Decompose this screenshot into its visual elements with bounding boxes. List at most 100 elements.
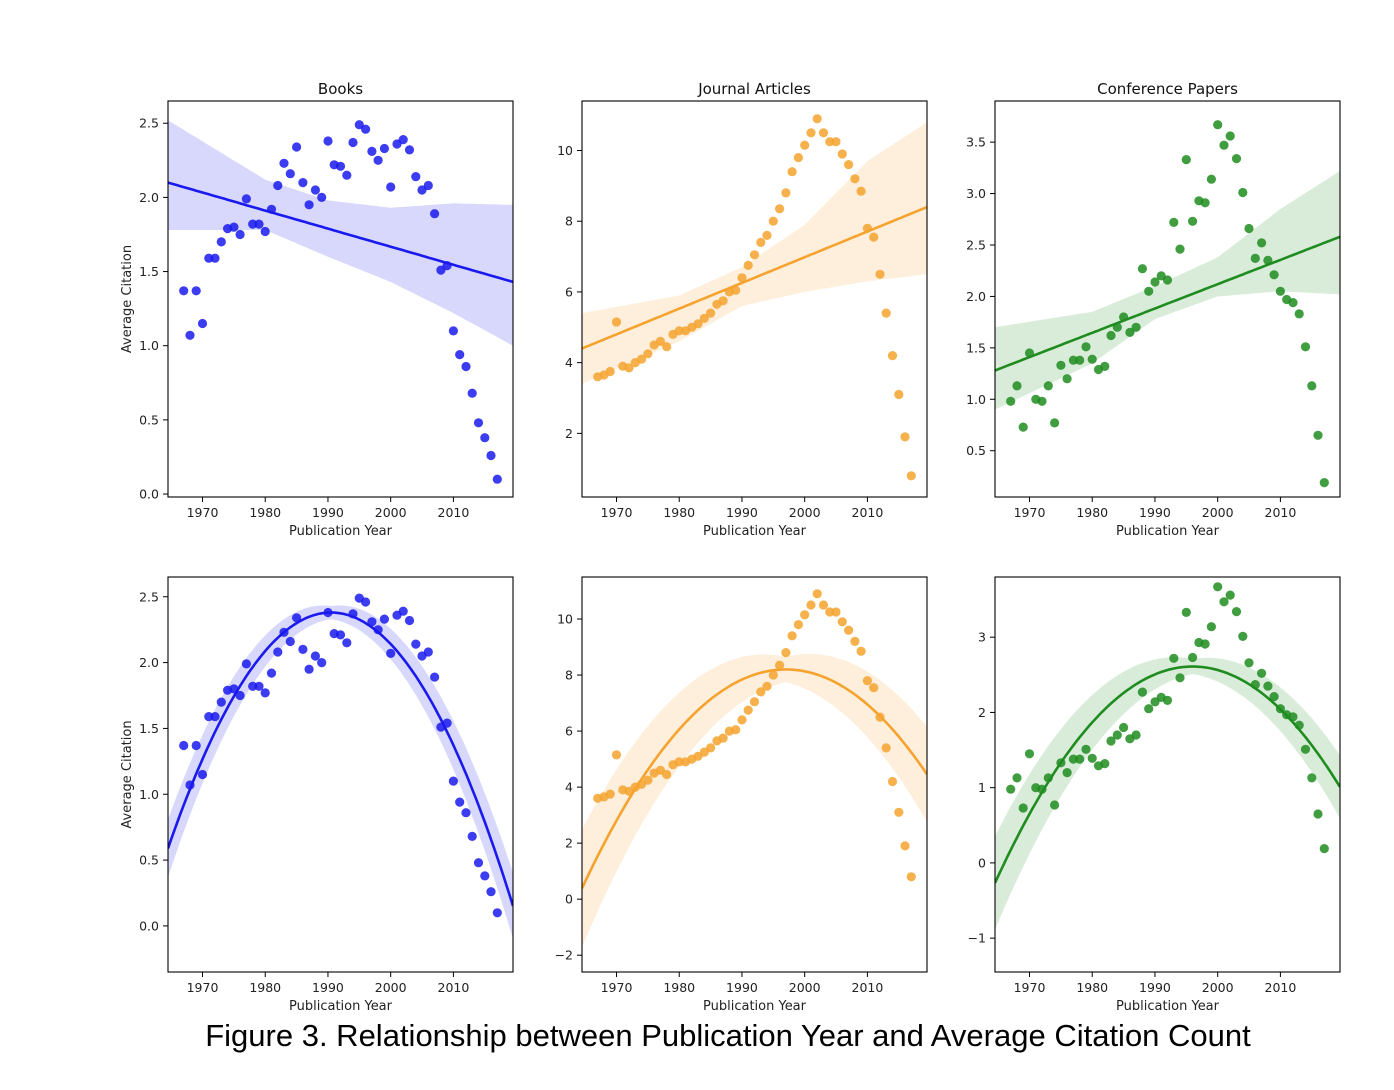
data-point xyxy=(367,146,377,156)
data-point xyxy=(1037,396,1047,406)
x-tick-label: 1970 xyxy=(187,505,219,520)
data-point xyxy=(756,687,766,697)
data-point xyxy=(430,672,440,682)
data-point xyxy=(1300,744,1311,754)
data-point xyxy=(486,887,496,897)
y-tick-label: 2.5 xyxy=(139,589,159,604)
data-point xyxy=(1169,217,1179,227)
y-tick-label: 8 xyxy=(565,214,573,229)
data-point xyxy=(818,128,829,138)
panel-title: Books xyxy=(318,80,363,98)
data-point xyxy=(229,684,239,694)
data-point xyxy=(229,222,239,232)
data-point xyxy=(1125,327,1135,337)
x-tick-label: 2000 xyxy=(375,505,407,520)
data-point xyxy=(1056,758,1066,768)
data-point xyxy=(1213,120,1223,130)
data-point xyxy=(1131,322,1141,332)
axes-frame xyxy=(167,576,514,973)
data-point xyxy=(1188,216,1198,226)
plot-area xyxy=(582,589,927,948)
data-point xyxy=(442,718,452,728)
data-point xyxy=(768,216,778,226)
data-point xyxy=(1219,140,1229,150)
data-point xyxy=(674,757,684,767)
data-point xyxy=(1137,687,1147,697)
data-point xyxy=(756,237,766,247)
data-point xyxy=(266,204,277,214)
x-tick-label: 1990 xyxy=(1139,505,1171,520)
plot-area xyxy=(995,582,1340,930)
data-point xyxy=(492,908,502,918)
data-point xyxy=(1294,720,1304,730)
data-point xyxy=(1269,692,1279,702)
y-axis-label: Average Citation xyxy=(120,720,135,828)
x-tick-label: 1980 xyxy=(663,505,695,520)
data-point xyxy=(448,776,458,786)
data-point xyxy=(1169,653,1179,663)
data-point xyxy=(348,609,358,619)
data-point xyxy=(624,363,634,373)
panel-books-row2: 1970 1980 1990 2000 2010 0.0 0.5 1.0 1.5 2.0 2.5 Pu… xyxy=(120,576,514,1014)
data-point xyxy=(197,318,208,329)
data-point xyxy=(279,627,289,637)
y-tick-label: 10 xyxy=(557,612,573,627)
panel-books-row1: 1970 1980 1990 2000 2010 0.0 0.5 1.0 1.5 2.0 2.5 Pu… xyxy=(120,80,514,539)
y-tick-label: 0 xyxy=(565,892,573,907)
data-point xyxy=(298,644,308,655)
data-point xyxy=(404,615,415,626)
data-point xyxy=(749,250,760,260)
panel-title: Conference Papers xyxy=(1097,80,1238,98)
data-point xyxy=(373,155,383,165)
data-point xyxy=(191,286,201,296)
data-point xyxy=(1238,187,1248,198)
data-point xyxy=(605,366,615,377)
data-point xyxy=(216,237,226,247)
data-point xyxy=(292,142,302,152)
data-point xyxy=(1106,330,1116,341)
data-point xyxy=(486,450,496,461)
data-point xyxy=(235,690,245,701)
data-point xyxy=(1150,277,1160,287)
y-tick-label: 8 xyxy=(565,668,573,683)
data-point xyxy=(1288,712,1298,722)
data-point xyxy=(1037,784,1047,794)
data-point xyxy=(1250,680,1260,690)
x-axis-label: Publication Year xyxy=(703,999,807,1014)
y-tick-label: 2.0 xyxy=(139,190,159,205)
y-tick-label: 6 xyxy=(565,284,573,299)
data-point xyxy=(197,769,208,780)
x-tick-label: 2010 xyxy=(438,505,470,520)
data-point xyxy=(787,167,797,177)
data-point xyxy=(1244,658,1254,668)
data-point xyxy=(706,308,716,318)
plot-area xyxy=(168,593,513,939)
data-point xyxy=(781,648,791,658)
data-point xyxy=(1300,342,1311,352)
data-point xyxy=(1112,322,1122,332)
data-point xyxy=(1119,722,1129,733)
data-point xyxy=(737,273,747,283)
data-point xyxy=(881,743,891,753)
data-point xyxy=(699,313,709,323)
x-tick-label: 2010 xyxy=(852,505,884,520)
data-point xyxy=(423,180,433,191)
data-point xyxy=(1112,730,1122,740)
data-point xyxy=(1068,355,1078,365)
data-point xyxy=(273,180,283,191)
data-point xyxy=(1012,381,1022,391)
data-point xyxy=(361,597,371,607)
x-tick-label: 1980 xyxy=(1076,505,1108,520)
data-point xyxy=(1012,773,1022,783)
data-point xyxy=(906,872,916,882)
data-point xyxy=(279,158,289,168)
data-point xyxy=(674,326,684,336)
y-tick-label: 3 xyxy=(978,630,986,645)
data-point xyxy=(342,638,352,648)
x-tick-label: 1970 xyxy=(601,505,633,520)
y-tick-label: 2 xyxy=(565,836,573,851)
data-point xyxy=(1144,286,1154,296)
data-point xyxy=(1050,800,1060,810)
y-tick-label: 2 xyxy=(978,705,986,720)
